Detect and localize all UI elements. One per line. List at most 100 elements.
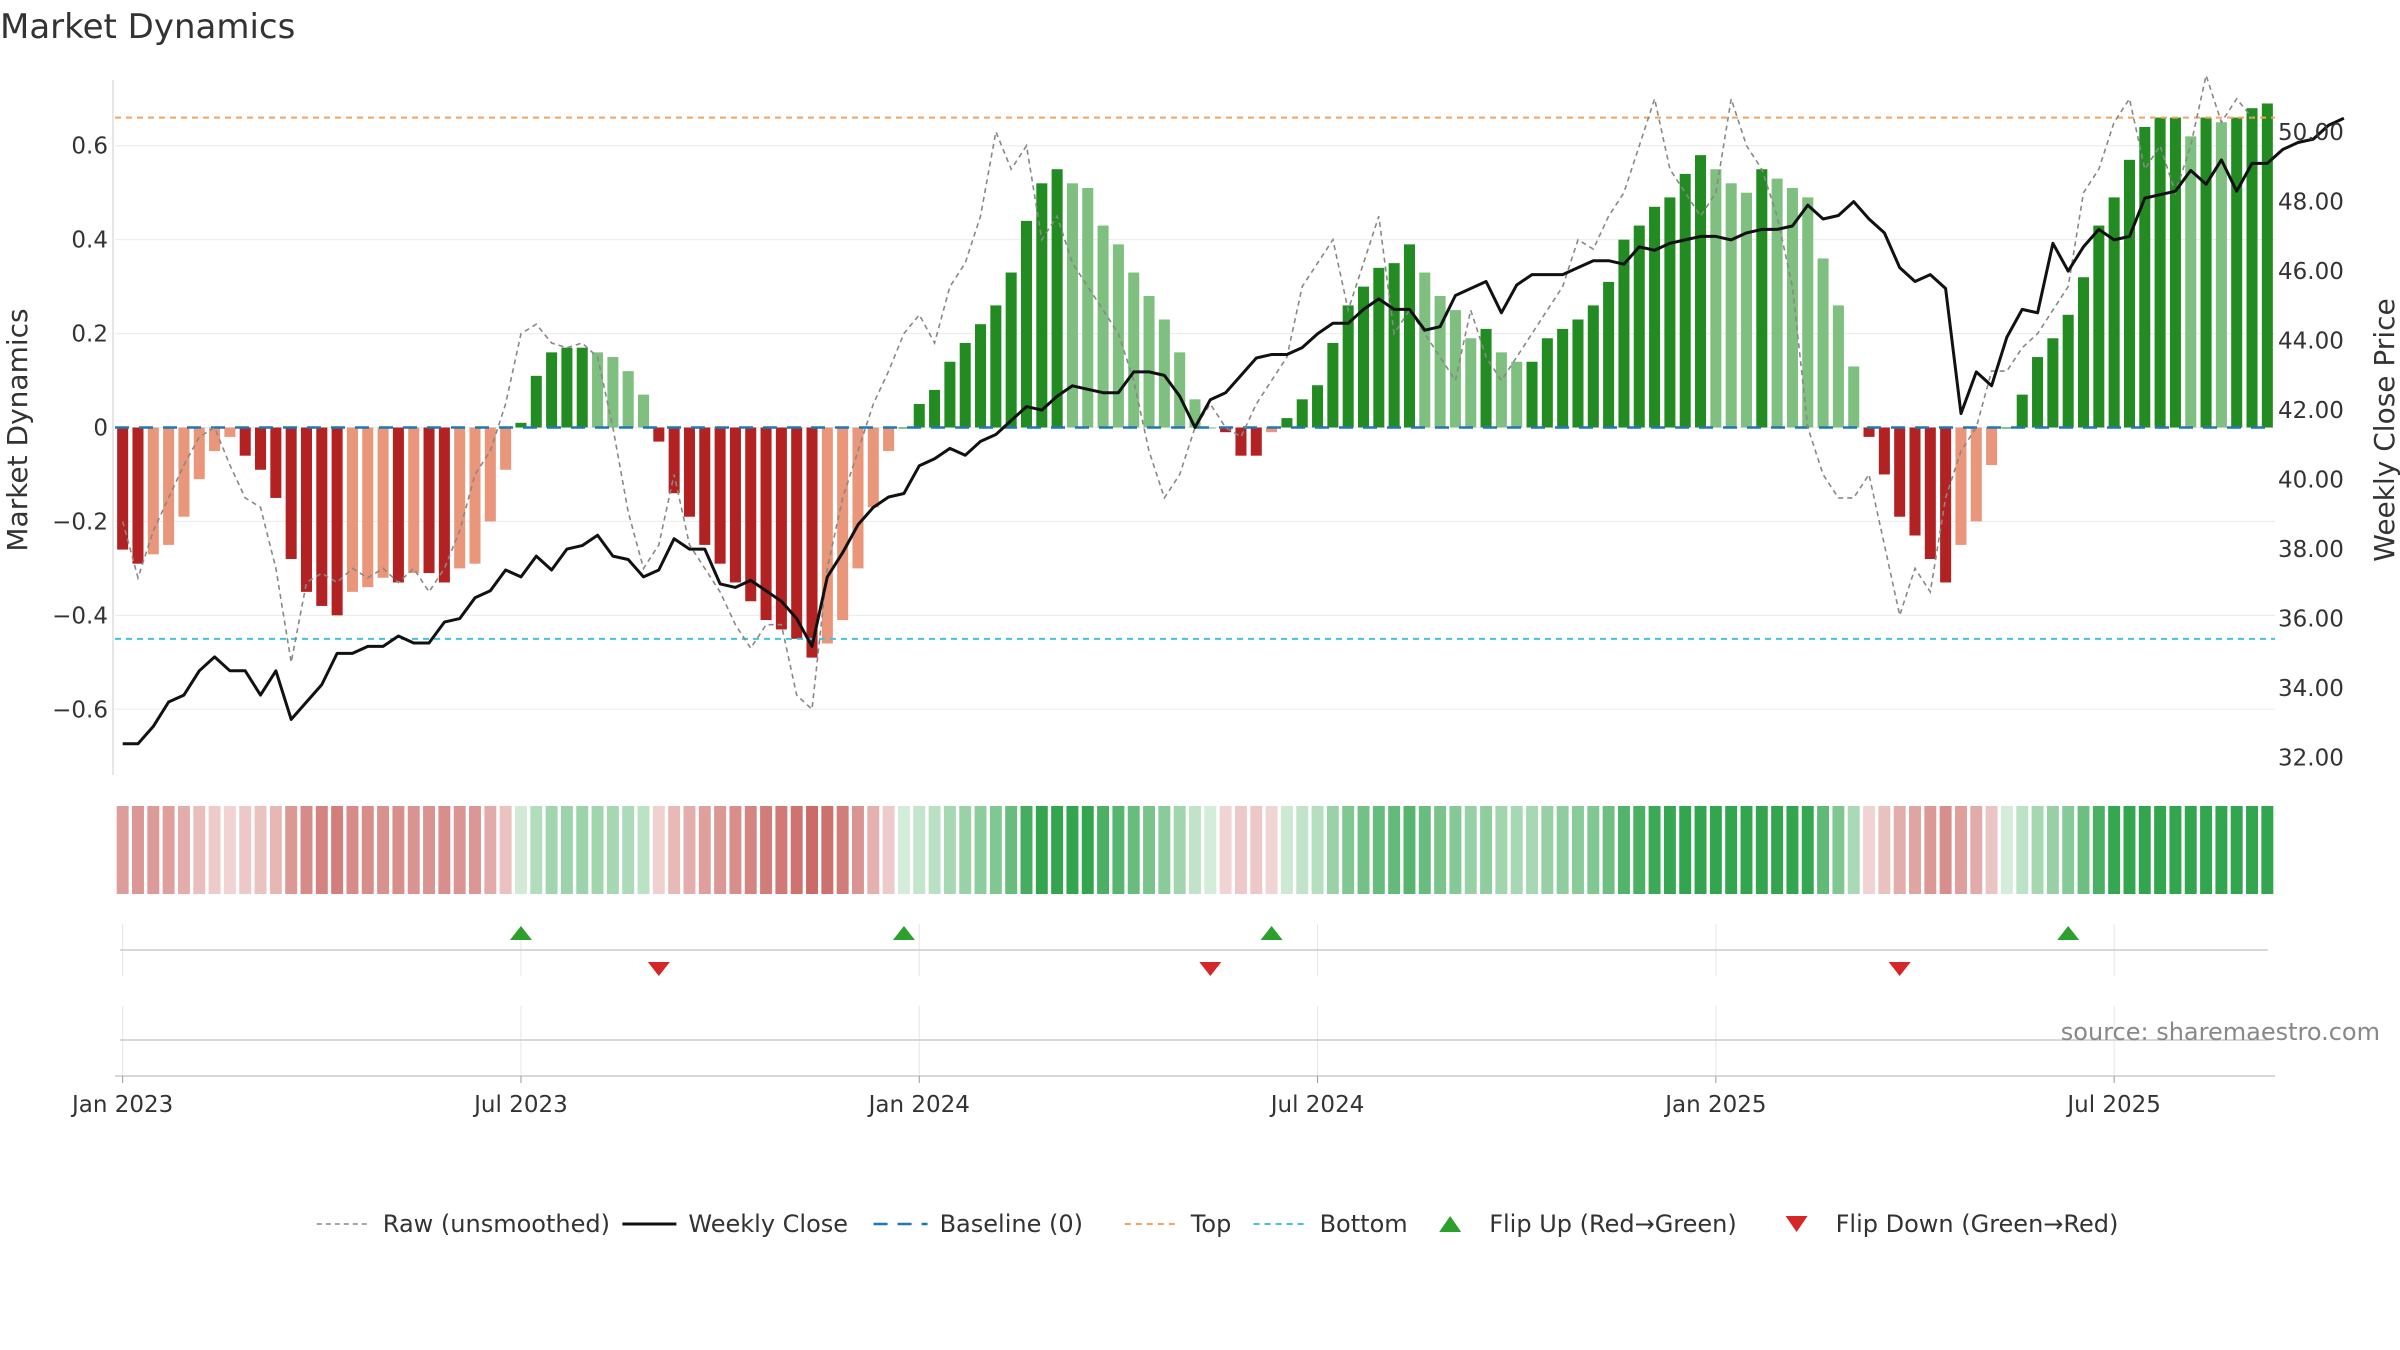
source-note: source: sharemaestro.com xyxy=(2061,1018,2380,1046)
dynamics-bar xyxy=(285,427,297,559)
regime-strip-cell xyxy=(499,806,512,894)
left-tick-label: −0.6 xyxy=(52,697,108,723)
regime-strip-cell xyxy=(1602,806,1615,894)
x-tick-label: Jul 2024 xyxy=(1269,1092,1365,1118)
dynamics-bar xyxy=(852,427,864,569)
regime-strip-cell xyxy=(622,806,635,894)
regime-strip-cell xyxy=(484,806,497,894)
regime-strip-cell xyxy=(453,806,466,894)
legend-swatch-flip-up xyxy=(1439,1216,1462,1232)
regime-strip-cell xyxy=(1541,806,1554,894)
regime-strip-cell xyxy=(576,806,589,894)
regime-strip-cell xyxy=(1510,806,1523,894)
regime-strip-cell xyxy=(377,806,390,894)
right-tick-label: 46.00 xyxy=(2278,259,2344,285)
left-axis-label: Market Dynamics xyxy=(1,308,34,551)
regime-strip-cell xyxy=(2031,806,2044,894)
regime-strip-cell xyxy=(637,806,650,894)
x-tick-label: Jan 2024 xyxy=(867,1092,970,1118)
dynamics-bar xyxy=(1066,183,1078,428)
dynamics-bar xyxy=(1128,272,1140,428)
regime-strip-cell xyxy=(1847,806,1860,894)
dynamics-bar xyxy=(2231,117,2243,428)
dynamics-bar xyxy=(1909,427,1921,536)
regime-strip-cell xyxy=(2246,806,2258,894)
dynamics-bar xyxy=(1587,305,1599,428)
dynamics-bar xyxy=(147,427,159,555)
dynamics-bar xyxy=(117,427,129,550)
regime-strip-cell xyxy=(2154,806,2167,894)
regime-strip-cell xyxy=(193,806,206,894)
dynamics-bar xyxy=(484,427,496,522)
dynamics-bar xyxy=(1357,286,1370,428)
regime-strip-cell xyxy=(1939,806,1952,894)
dynamics-bar xyxy=(1940,427,1952,583)
regime-strip-cell xyxy=(989,806,1002,894)
regime-strip-cell xyxy=(1556,806,1569,894)
dynamics-bar xyxy=(546,352,558,428)
flip-down-marker xyxy=(1888,962,1911,976)
regime-strip-cell xyxy=(1189,806,1201,894)
dynamics-bar xyxy=(1679,173,1691,428)
dynamics-bar xyxy=(2169,117,2181,428)
regime-strip-cell xyxy=(407,806,420,894)
regime-strip-cell xyxy=(1495,806,1508,894)
regime-strip-cell xyxy=(668,806,681,894)
dynamics-bar xyxy=(1051,169,1063,428)
dynamics-bar xyxy=(1695,155,1707,428)
dynamics-bar xyxy=(913,404,925,428)
x-tick-label: Jul 2023 xyxy=(472,1092,568,1118)
dynamics-bar xyxy=(1771,178,1783,428)
regime-strip-cell xyxy=(1633,806,1646,894)
legend-label: Bottom xyxy=(1320,1210,1408,1238)
chart-title: Market Dynamics xyxy=(0,7,295,47)
dynamics-bar xyxy=(1986,427,1998,466)
dynamics-bar xyxy=(653,427,665,442)
regime-strip-cell xyxy=(652,806,665,894)
regime-strip-cell xyxy=(1296,806,1309,894)
dynamics-bar xyxy=(745,427,757,602)
dynamics-bar xyxy=(1495,352,1507,428)
regime-strip-cell xyxy=(162,806,175,894)
dynamics-bar xyxy=(2154,117,2166,428)
legend-swatch-flip-down xyxy=(1785,1216,1808,1232)
dynamics-bar xyxy=(714,427,726,564)
regime-strip-cell xyxy=(1740,806,1753,894)
dynamics-bar xyxy=(392,427,404,583)
dynamics-bar xyxy=(300,427,313,592)
regime-strip-cell xyxy=(1801,806,1814,894)
dynamics-bar xyxy=(1036,183,1048,428)
regime-strip-cell xyxy=(116,806,129,894)
legend-label: Flip Down (Green→Red) xyxy=(1836,1210,2119,1238)
regime-strip-cell xyxy=(2138,806,2151,894)
regime-strip-cell xyxy=(514,806,527,894)
dynamics-bar xyxy=(944,361,956,428)
regime-strip-cell xyxy=(208,806,221,894)
dynamics-bar xyxy=(1786,188,1798,428)
regime-strip-cell xyxy=(591,806,604,894)
dynamics-bar xyxy=(1296,399,1308,428)
dynamics-bar xyxy=(362,427,374,588)
dynamics-bar xyxy=(530,375,542,428)
regime-strip-cell xyxy=(1924,806,1937,894)
regime-strip-cell xyxy=(1357,806,1370,894)
x-tick-label: Jul 2025 xyxy=(2065,1092,2161,1118)
dynamics-bar xyxy=(959,342,971,428)
legend-label: Baseline (0) xyxy=(940,1210,1083,1238)
legend-label: Weekly Close xyxy=(688,1210,848,1238)
dynamics-bar xyxy=(1603,281,1615,428)
dynamics-bar xyxy=(423,427,435,574)
regime-strip-cell xyxy=(836,806,849,894)
regime-strip-cell xyxy=(2123,806,2136,894)
dynamics-bar xyxy=(2123,159,2135,428)
regime-strip-cell xyxy=(1388,806,1401,894)
raw-unsmoothed-line xyxy=(121,72,2253,711)
regime-strip-cell xyxy=(438,806,451,894)
dynamics-bar xyxy=(1082,188,1094,428)
dynamics-bar xyxy=(438,427,450,583)
dynamics-bar xyxy=(1924,427,1936,559)
regime-strip-cell xyxy=(1020,806,1033,894)
dynamics-bar xyxy=(331,427,343,616)
dynamics-bar xyxy=(2077,277,2090,428)
